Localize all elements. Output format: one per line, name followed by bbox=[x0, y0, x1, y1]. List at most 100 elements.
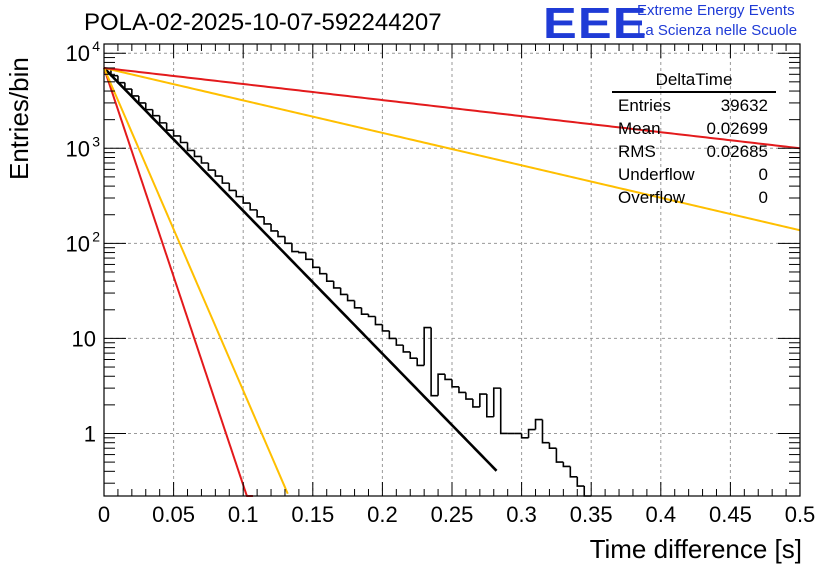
y-tick-label: 10 bbox=[66, 136, 90, 161]
histogram-bin bbox=[172, 130, 181, 137]
histogram-bin bbox=[263, 216, 272, 225]
stats-label: Mean bbox=[618, 119, 661, 138]
histogram-bin bbox=[186, 142, 195, 152]
stats-row-entries: Entries 39632 bbox=[612, 94, 776, 117]
histogram-bin bbox=[214, 170, 223, 177]
histogram-bin bbox=[388, 330, 397, 340]
histogram-bin bbox=[312, 259, 320, 269]
curve-fit bbox=[103, 67, 498, 472]
histogram-bin bbox=[534, 418, 543, 430]
eee-logo: EEE bbox=[543, 0, 648, 48]
x-axis-label: Time difference [s] bbox=[589, 534, 802, 564]
histogram-bin bbox=[221, 176, 230, 184]
histogram-bin bbox=[437, 373, 446, 396]
histogram-bin bbox=[527, 428, 536, 438]
histogram-bin bbox=[270, 223, 278, 232]
stats-value: 0 bbox=[758, 188, 768, 207]
histogram-bin bbox=[520, 433, 529, 439]
histogram-bin bbox=[472, 399, 480, 408]
histogram-bin bbox=[374, 316, 383, 326]
histogram-bin bbox=[430, 327, 439, 397]
histogram-bin bbox=[367, 314, 376, 318]
x-tick-label: 0.05 bbox=[152, 502, 195, 527]
fit-curves bbox=[103, 66, 801, 497]
x-tick-label: 0.5 bbox=[785, 502, 816, 527]
axis-ticks: 0 0.05 0.1 0.15 0.2 0.25 0.3 0.35 0.4 0.45 0.5 1 10 1… bbox=[66, 38, 816, 527]
histogram-bin bbox=[402, 345, 411, 353]
histogram-bin bbox=[242, 196, 251, 204]
x-tick-label: 0.1 bbox=[228, 502, 259, 527]
histogram-bin bbox=[256, 209, 265, 218]
histogram-bin bbox=[423, 326, 432, 366]
histogram-bin bbox=[479, 393, 487, 407]
stats-value: 0 bbox=[758, 165, 768, 184]
histogram-bin bbox=[158, 115, 167, 124]
histogram-bin bbox=[151, 109, 160, 117]
histogram-bin bbox=[339, 287, 348, 296]
x-tick-label: 0.2 bbox=[367, 502, 398, 527]
chart-title: POLA-02-2025-10-07-592244207 bbox=[84, 9, 442, 36]
histogram-bin bbox=[569, 466, 578, 478]
histogram-bin bbox=[298, 251, 306, 254]
x-tick-label: 0.25 bbox=[431, 502, 474, 527]
logo-line-1: Extreme Energy Events bbox=[637, 2, 795, 19]
histogram-bin bbox=[486, 394, 494, 418]
histogram-bin bbox=[465, 392, 473, 400]
x-tick-label: 0.15 bbox=[291, 502, 334, 527]
histogram-bin bbox=[138, 95, 146, 104]
stats-label: Underflow bbox=[618, 165, 695, 184]
histogram-bin bbox=[451, 379, 459, 388]
histogram-bin bbox=[284, 236, 292, 245]
histogram-bin bbox=[179, 135, 188, 144]
histogram-bin bbox=[576, 476, 585, 487]
stats-box: DeltaTime Entries 39632 Mean 0.02699 RMS… bbox=[612, 70, 776, 209]
y-tick-label: 10 bbox=[72, 326, 96, 351]
histogram-bin bbox=[207, 163, 216, 171]
histogram-bin bbox=[541, 419, 550, 444]
histogram-bin bbox=[131, 89, 139, 97]
x-tick-label: 0.4 bbox=[646, 502, 677, 527]
x-tick-label: 0 bbox=[98, 502, 110, 527]
curve-red-shallow bbox=[103, 66, 801, 150]
stats-label: RMS bbox=[618, 142, 656, 161]
histogram-bin bbox=[444, 374, 452, 381]
x-tick-label: 0.3 bbox=[506, 502, 537, 527]
histogram-bin bbox=[277, 230, 285, 238]
stats-value: 39632 bbox=[720, 96, 768, 115]
curve-red-steep bbox=[103, 67, 253, 497]
histogram-bin bbox=[416, 358, 425, 367]
y-tick-label: 10 bbox=[66, 41, 90, 66]
histogram-bin bbox=[332, 281, 341, 289]
histogram-bin bbox=[291, 243, 299, 253]
histogram-bin bbox=[381, 324, 390, 332]
histogram-bin bbox=[249, 203, 258, 211]
histogram-bin bbox=[200, 156, 209, 164]
histogram bbox=[104, 68, 592, 497]
y-axis-label: Entries/bin bbox=[4, 57, 34, 180]
stats-row-rms: RMS 0.02685 bbox=[612, 140, 776, 163]
histogram-bin bbox=[499, 388, 508, 435]
histogram-bin bbox=[353, 300, 362, 309]
histogram-bin bbox=[165, 122, 174, 131]
histogram-bin bbox=[318, 267, 327, 275]
histogram-bin bbox=[228, 183, 237, 192]
histogram-bin bbox=[395, 338, 404, 346]
histogram-bin bbox=[360, 307, 369, 315]
stats-row-overflow: Overflow 0 bbox=[612, 186, 776, 209]
stats-row-mean: Mean 0.02699 bbox=[612, 117, 776, 140]
stats-title: DeltaTime bbox=[612, 70, 776, 93]
histogram-bin bbox=[492, 387, 501, 417]
y-tick-exponent: 4 bbox=[92, 38, 100, 54]
histogram-bin bbox=[325, 273, 334, 282]
stats-row-underflow: Underflow 0 bbox=[612, 163, 776, 186]
histogram-bin bbox=[124, 82, 132, 90]
histogram-bin bbox=[562, 462, 571, 468]
histogram-bin bbox=[583, 486, 592, 497]
curve-orange-steep bbox=[103, 67, 289, 495]
stats-value: 0.02685 bbox=[706, 142, 768, 161]
y-tick-exponent: 3 bbox=[92, 133, 100, 149]
y-tick-label: 1 bbox=[84, 421, 96, 446]
histogram-bin bbox=[409, 351, 418, 359]
curve-orange-shallow bbox=[103, 66, 801, 232]
